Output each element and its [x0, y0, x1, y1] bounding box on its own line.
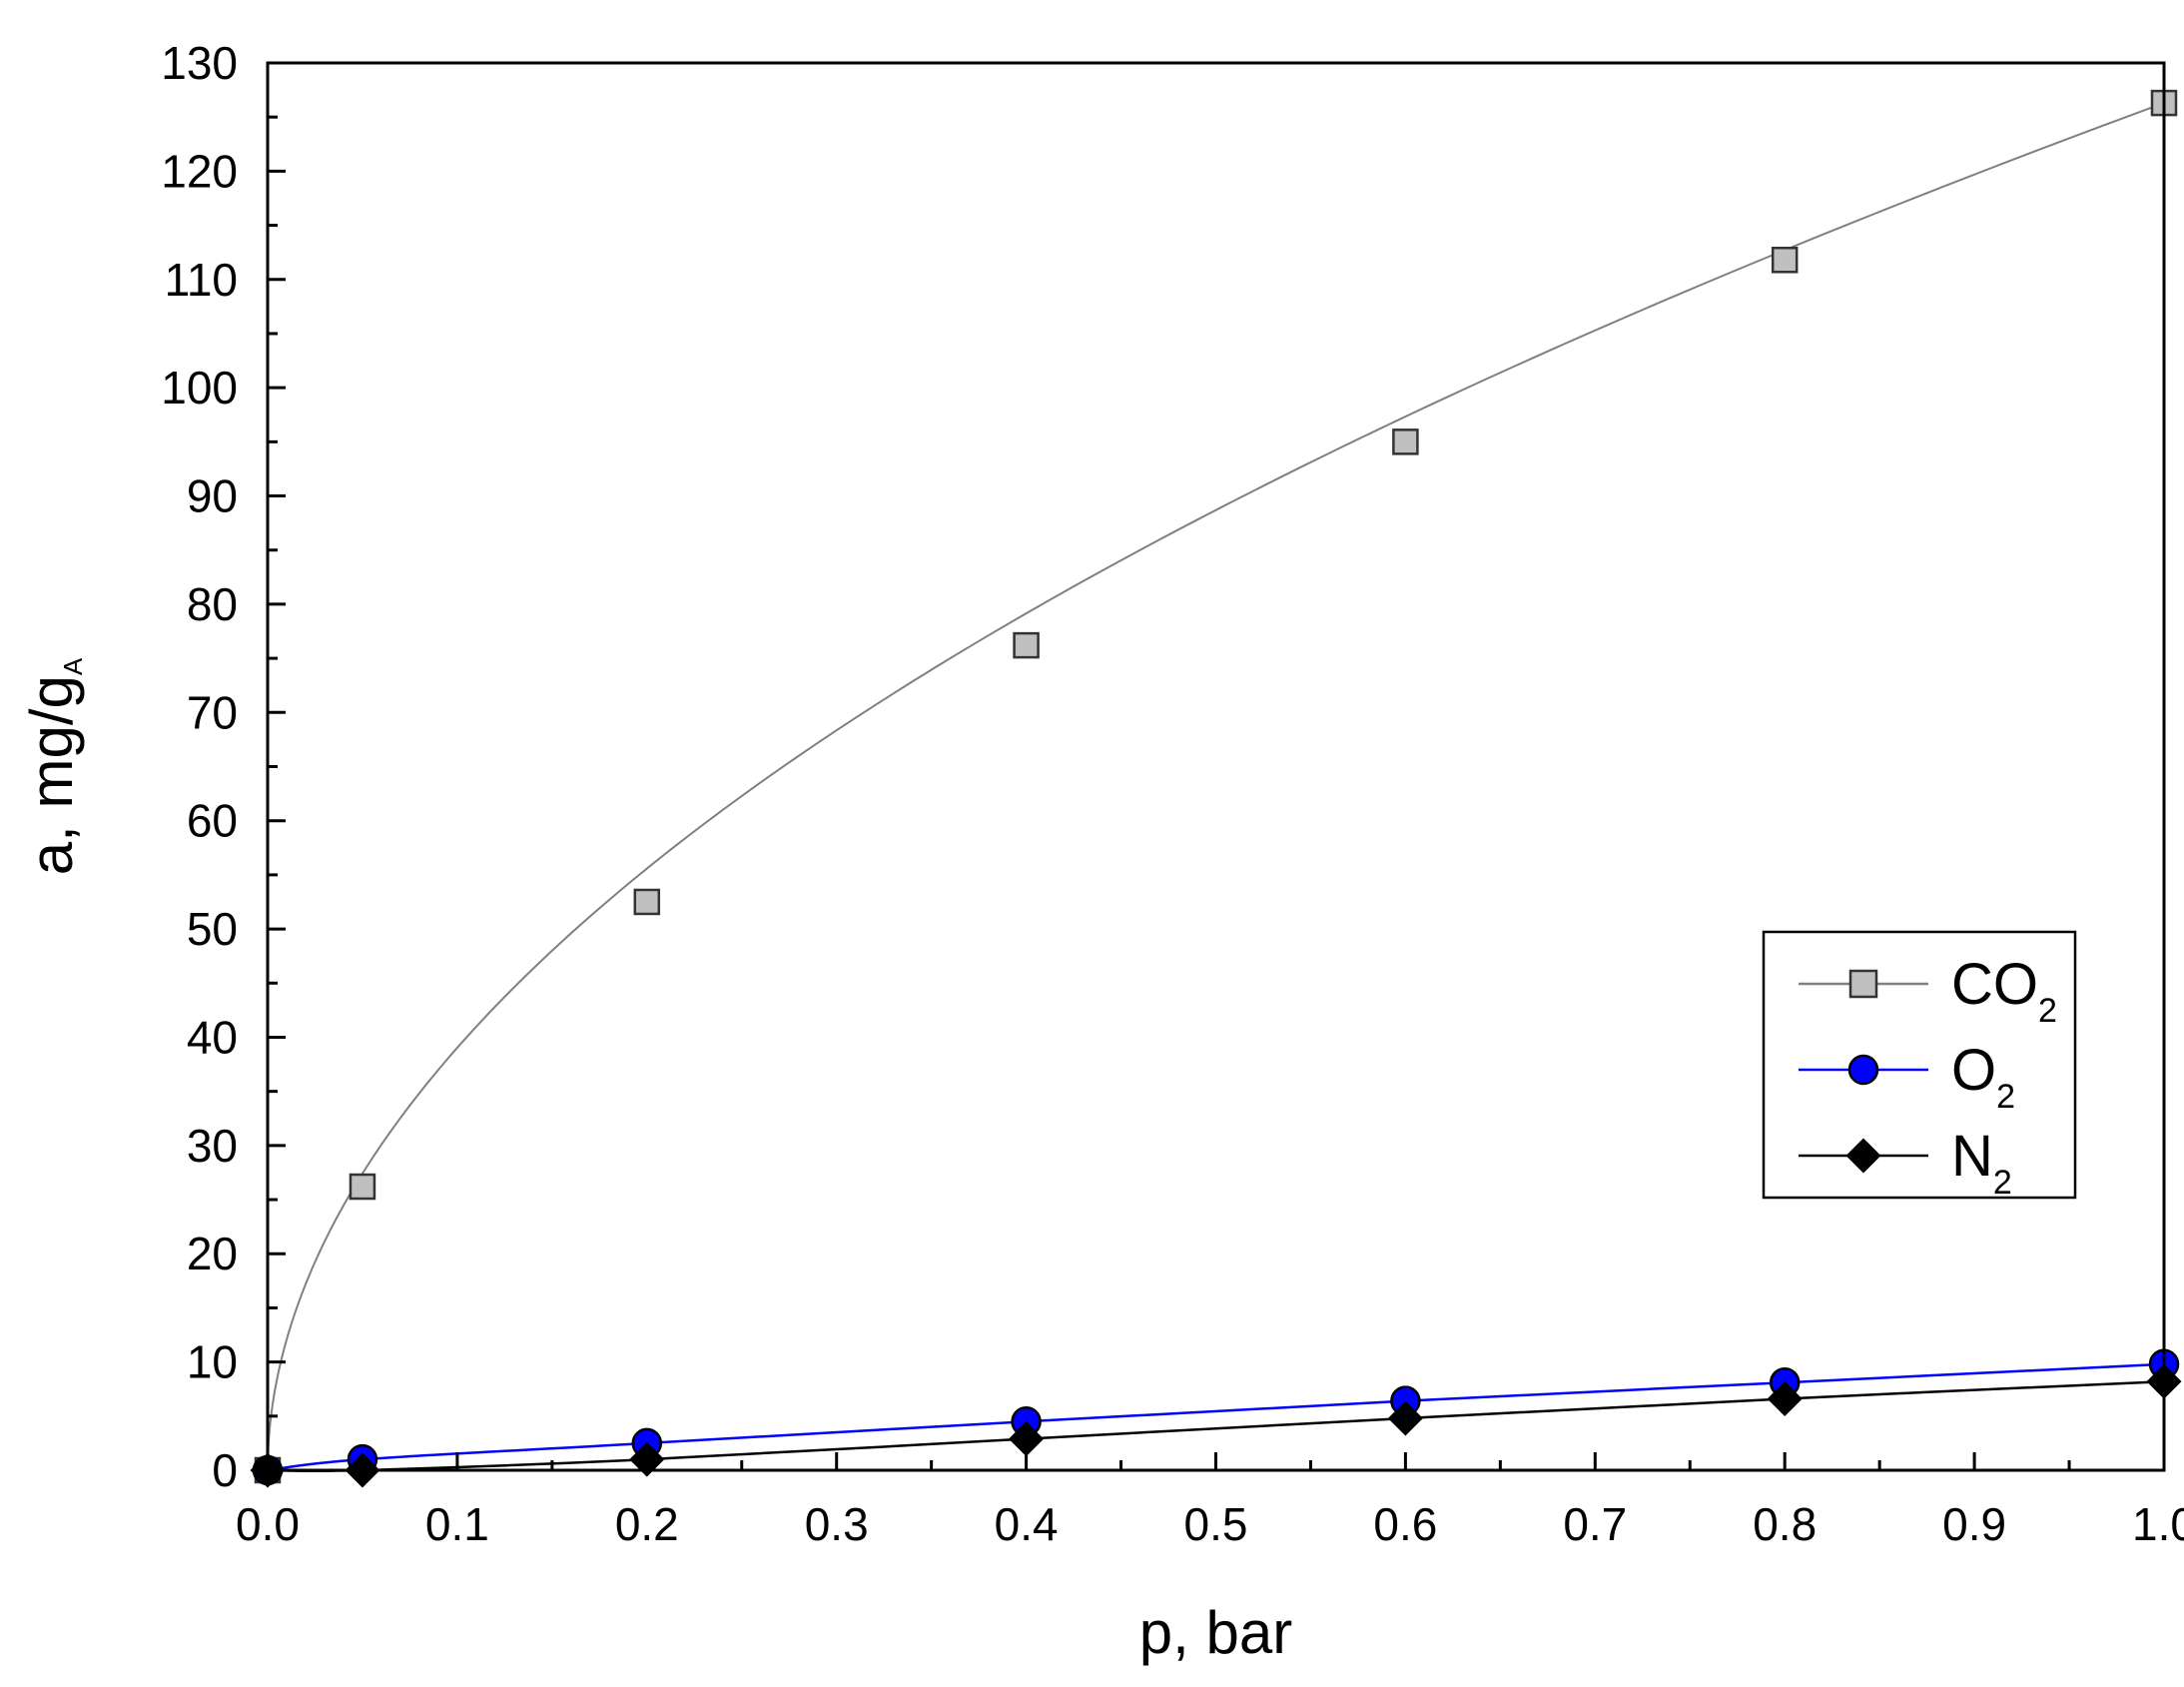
series-co2	[254, 89, 2178, 1484]
y-tick-label: 30	[187, 1120, 238, 1172]
x-tick-label: 0.0	[236, 1498, 300, 1550]
legend-label-subscript: 2	[1993, 1164, 2012, 1202]
y-tick-label: 60	[187, 795, 238, 847]
legend-label-o2: O2	[1951, 1038, 2015, 1116]
y-tick-label: 20	[187, 1228, 238, 1279]
y-axis-title-subscript: A	[58, 657, 88, 675]
legend-label-subscript: 2	[2038, 992, 2057, 1030]
x-tick-label: 0.3	[805, 1498, 869, 1550]
legend-label-n2: N2	[1951, 1124, 2012, 1202]
series-layer	[250, 89, 2182, 1488]
x-tick-label: 0.2	[615, 1498, 679, 1550]
legend-label-main: N	[1951, 1124, 1993, 1189]
x-tick-label: 0.7	[1563, 1498, 1627, 1550]
legend-box	[1762, 930, 2077, 1200]
y-axis-title: a, mg/gA	[18, 657, 88, 875]
tick-layer: 0.0 0.1 0.2 0.3 0.4 0.5 0.6 0.7 0.8 0.9 1.0 0 10 20 30…	[161, 37, 2184, 1550]
legend-item-n2: N2	[1799, 1124, 2012, 1202]
series-co2-point	[1013, 631, 1040, 659]
legend-marker-n2	[1845, 1138, 1881, 1174]
y-tick-label: 110	[165, 254, 238, 306]
series-n2-point	[1767, 1380, 1803, 1416]
y-tick-label: 80	[187, 578, 238, 630]
legend-marker-co2	[1848, 969, 1878, 999]
series-co2-point	[633, 888, 661, 916]
y-axis-title-main: a, mg/g	[18, 675, 85, 875]
y-tick-label: 90	[187, 470, 238, 522]
y-tick-label: 130	[161, 37, 238, 89]
legend-label-subscript: 2	[1996, 1078, 2015, 1116]
series-co2-point	[1771, 247, 1799, 274]
x-tick-label: 0.1	[425, 1498, 489, 1550]
series-co2-point	[1392, 428, 1419, 455]
y-tick-label: 40	[187, 1011, 238, 1063]
x-tick-label: 0.4	[995, 1498, 1059, 1550]
legend-marker-o2	[1847, 1054, 1879, 1086]
legend-item-co2: CO2	[1799, 952, 2057, 1030]
y-tick-label: 10	[187, 1336, 238, 1388]
legend-label-main: CO	[1951, 952, 2038, 1017]
x-tick-label: 0.8	[1753, 1498, 1817, 1550]
series-co2-line	[267, 102, 2165, 1471]
x-tick-label: 0.9	[1942, 1498, 2006, 1550]
y-tick-label: 0	[212, 1444, 238, 1496]
legend-item-o2: O2	[1799, 1038, 2015, 1116]
y-tick-label: 100	[161, 362, 238, 414]
x-tick-label: 0.5	[1184, 1498, 1248, 1550]
y-tick-label: 120	[161, 145, 238, 197]
x-axis-title: p, bar	[1139, 1599, 1292, 1666]
series-n2-point	[1387, 1400, 1423, 1436]
legend-label-main: O	[1951, 1038, 1996, 1103]
legend-label-co2: CO2	[1951, 952, 2057, 1030]
series-co2-point	[349, 1173, 376, 1201]
y-tick-label: 50	[187, 903, 238, 955]
y-tick-label: 70	[187, 686, 238, 738]
x-tick-label: 1.0	[2132, 1498, 2184, 1550]
plot-frame	[266, 61, 2166, 1472]
x-tick-label: 0.6	[1373, 1498, 1437, 1550]
